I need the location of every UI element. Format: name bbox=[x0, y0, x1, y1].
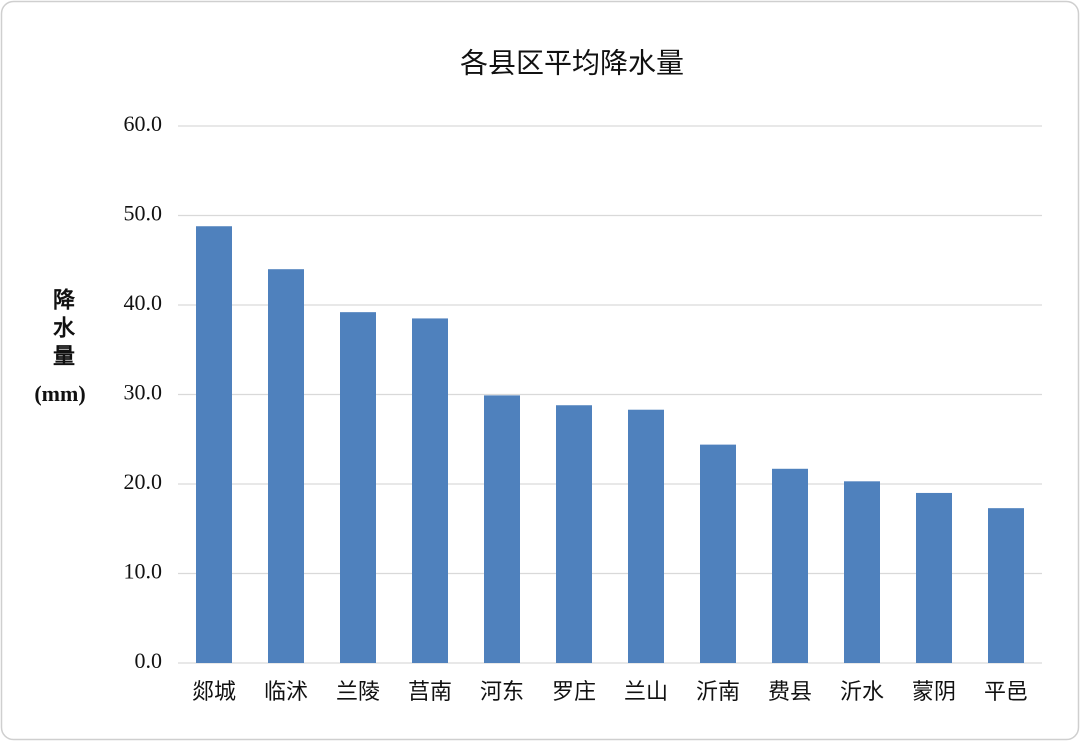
x-tick-label: 临沭 bbox=[264, 679, 308, 704]
bar bbox=[412, 318, 448, 663]
bar bbox=[988, 508, 1024, 663]
bar bbox=[628, 409, 664, 663]
y-tick-label: 20.0 bbox=[124, 469, 163, 494]
x-tick-label: 费县 bbox=[768, 679, 812, 704]
y-axis-unit: (mm) bbox=[34, 381, 85, 406]
x-tick-label: 郯城 bbox=[192, 679, 236, 704]
bar bbox=[484, 395, 520, 663]
bar bbox=[700, 444, 736, 663]
x-tick-label: 兰山 bbox=[624, 679, 668, 704]
bar bbox=[340, 312, 376, 663]
x-tick-label: 莒南 bbox=[408, 679, 452, 704]
chart-title: 各县区平均降水量 bbox=[460, 47, 684, 79]
y-tick-label: 30.0 bbox=[124, 380, 163, 405]
y-tick-label: 40.0 bbox=[124, 290, 163, 315]
bar bbox=[268, 269, 304, 663]
x-tick-label: 蒙阴 bbox=[912, 679, 956, 704]
y-tick-label: 50.0 bbox=[124, 201, 163, 226]
x-tick-label: 沂南 bbox=[696, 679, 740, 704]
x-tick-label: 兰陵 bbox=[336, 679, 380, 704]
y-axis-label: 降水量 bbox=[50, 288, 75, 372]
bar bbox=[844, 481, 880, 663]
y-tick-label: 0.0 bbox=[135, 648, 163, 673]
x-tick-label: 沂水 bbox=[840, 679, 884, 704]
bar bbox=[772, 468, 808, 663]
y-tick-label: 10.0 bbox=[124, 559, 163, 584]
x-tick-label: 河东 bbox=[480, 679, 524, 704]
bar bbox=[196, 226, 232, 664]
bar bbox=[556, 405, 592, 663]
bar bbox=[916, 492, 952, 663]
x-tick-label: 平邑 bbox=[984, 679, 1028, 704]
x-tick-label: 罗庄 bbox=[552, 679, 596, 704]
y-tick-label: 60.0 bbox=[124, 111, 163, 136]
